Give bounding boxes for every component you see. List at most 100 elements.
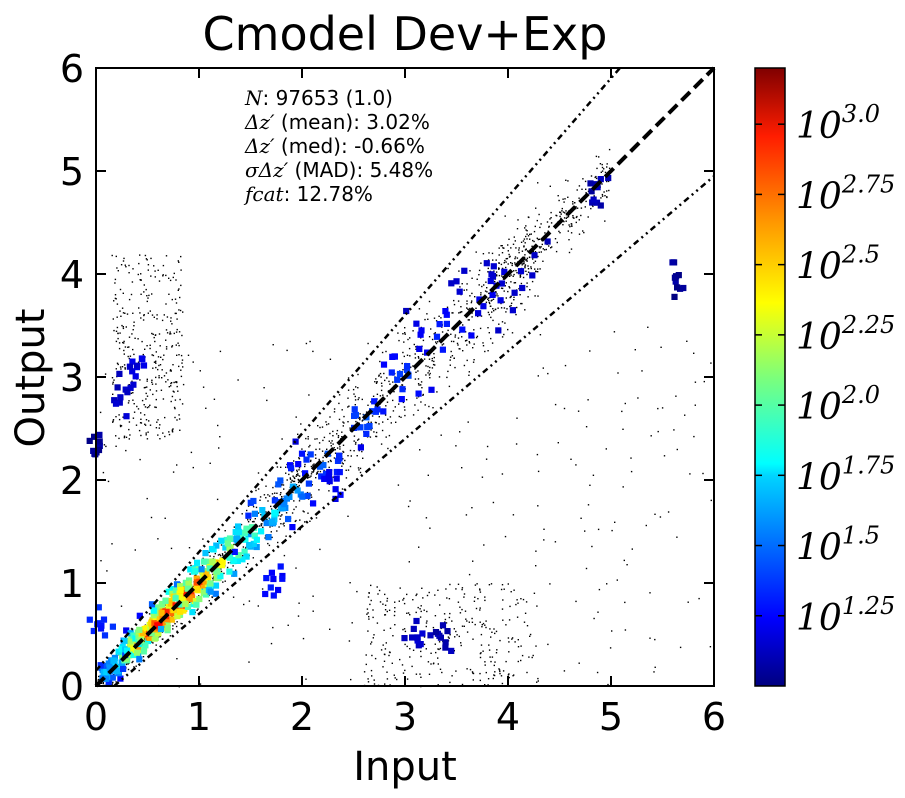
x-axis-label: Input bbox=[353, 744, 457, 790]
scatter-point bbox=[463, 596, 465, 598]
scatter-point bbox=[535, 565, 537, 567]
y-tick-label: 0 bbox=[60, 665, 84, 709]
scatter-point bbox=[486, 291, 488, 293]
density-cell bbox=[218, 561, 226, 569]
scatter-point bbox=[703, 380, 705, 383]
scatter-point bbox=[169, 333, 171, 335]
scatter-point bbox=[568, 239, 570, 241]
scatter-point bbox=[162, 432, 164, 434]
scatter-point bbox=[501, 245, 503, 247]
scatter-point bbox=[498, 274, 501, 277]
scatter-point bbox=[375, 382, 378, 384]
scatter-point bbox=[288, 473, 290, 476]
scatter-point bbox=[436, 391, 438, 393]
scatter-point bbox=[600, 197, 602, 199]
scatter-point bbox=[471, 507, 473, 509]
density-cell bbox=[116, 399, 123, 406]
scatter-point bbox=[142, 353, 144, 356]
scatter-point bbox=[575, 221, 577, 224]
density-cell bbox=[320, 462, 327, 469]
density-cell bbox=[97, 625, 105, 632]
scatter-point bbox=[155, 383, 157, 385]
scatter-point bbox=[297, 479, 300, 481]
scatter-point bbox=[630, 470, 633, 473]
scatter-point bbox=[606, 163, 608, 165]
scatter-point bbox=[330, 445, 332, 447]
scatter-point bbox=[126, 313, 129, 315]
scatter-point bbox=[528, 216, 530, 219]
scatter-point bbox=[501, 473, 504, 475]
scatter-point bbox=[535, 550, 537, 552]
scatter-point bbox=[392, 399, 394, 402]
scatter-point bbox=[276, 492, 278, 494]
scatter-point bbox=[502, 619, 504, 621]
scatter-point bbox=[255, 489, 257, 492]
scatter-point bbox=[299, 519, 301, 521]
density-cell bbox=[227, 535, 234, 542]
scatter-point bbox=[453, 299, 455, 302]
scatter-point bbox=[580, 207, 583, 209]
scatter-point bbox=[174, 312, 176, 315]
scatter-point bbox=[585, 200, 587, 203]
scatter-point bbox=[179, 309, 182, 312]
scatter-point bbox=[198, 595, 200, 597]
scatter-point bbox=[392, 410, 395, 412]
scatter-point bbox=[513, 299, 515, 301]
scatter-point bbox=[496, 649, 498, 651]
scatter-point bbox=[174, 407, 176, 410]
scatter-point bbox=[489, 302, 491, 305]
scatter-point bbox=[404, 669, 406, 672]
scatter-point bbox=[415, 346, 417, 348]
scatter-point bbox=[311, 471, 313, 473]
density-cell bbox=[116, 370, 123, 377]
scatter-point bbox=[689, 473, 691, 475]
scatter-point bbox=[472, 638, 474, 640]
scatter-point bbox=[143, 291, 145, 293]
scatter-point bbox=[402, 369, 404, 371]
scatter-point bbox=[510, 591, 512, 593]
scatter-point bbox=[449, 359, 451, 361]
scatter-point bbox=[422, 597, 424, 599]
scatter-point bbox=[329, 416, 331, 418]
scatter-point bbox=[146, 295, 148, 297]
scatter-point bbox=[482, 622, 485, 625]
scatter-point bbox=[533, 240, 535, 243]
density-cell bbox=[468, 332, 475, 339]
scatter-point bbox=[132, 348, 134, 351]
scatter-point bbox=[605, 448, 607, 450]
scatter-point bbox=[488, 299, 490, 302]
scatter-point bbox=[133, 353, 135, 356]
scatter-point bbox=[437, 663, 439, 665]
density-cell bbox=[448, 280, 455, 287]
density-cell bbox=[187, 566, 194, 573]
scatter-point bbox=[431, 338, 434, 341]
density-cell bbox=[123, 627, 130, 634]
scatter-point bbox=[349, 465, 352, 468]
density-cell bbox=[399, 386, 406, 393]
scatter-point bbox=[529, 233, 531, 236]
scatter-point bbox=[457, 583, 460, 585]
scatter-point bbox=[147, 297, 149, 299]
scatter-point bbox=[504, 215, 506, 217]
scatter-point bbox=[517, 646, 520, 648]
scatter-point bbox=[516, 417, 518, 419]
scatter-point bbox=[499, 670, 501, 673]
scatter-point bbox=[481, 624, 483, 626]
scatter-point bbox=[365, 663, 367, 666]
scatter-point bbox=[115, 368, 117, 370]
scatter-point bbox=[488, 313, 490, 316]
scatter-point bbox=[310, 475, 312, 477]
density-cell bbox=[174, 613, 181, 620]
scatter-point bbox=[459, 348, 461, 350]
scatter-point bbox=[177, 342, 179, 344]
scatter-point bbox=[488, 252, 490, 254]
scatter-point bbox=[542, 367, 544, 369]
density-cell bbox=[417, 641, 424, 648]
density-cell bbox=[142, 642, 149, 649]
scatter-point bbox=[170, 400, 172, 403]
scatter-point bbox=[532, 239, 534, 242]
scatter-point bbox=[590, 207, 592, 210]
scatter-point bbox=[487, 684, 489, 686]
scatter-point bbox=[179, 429, 181, 431]
scatter-point bbox=[530, 266, 532, 268]
